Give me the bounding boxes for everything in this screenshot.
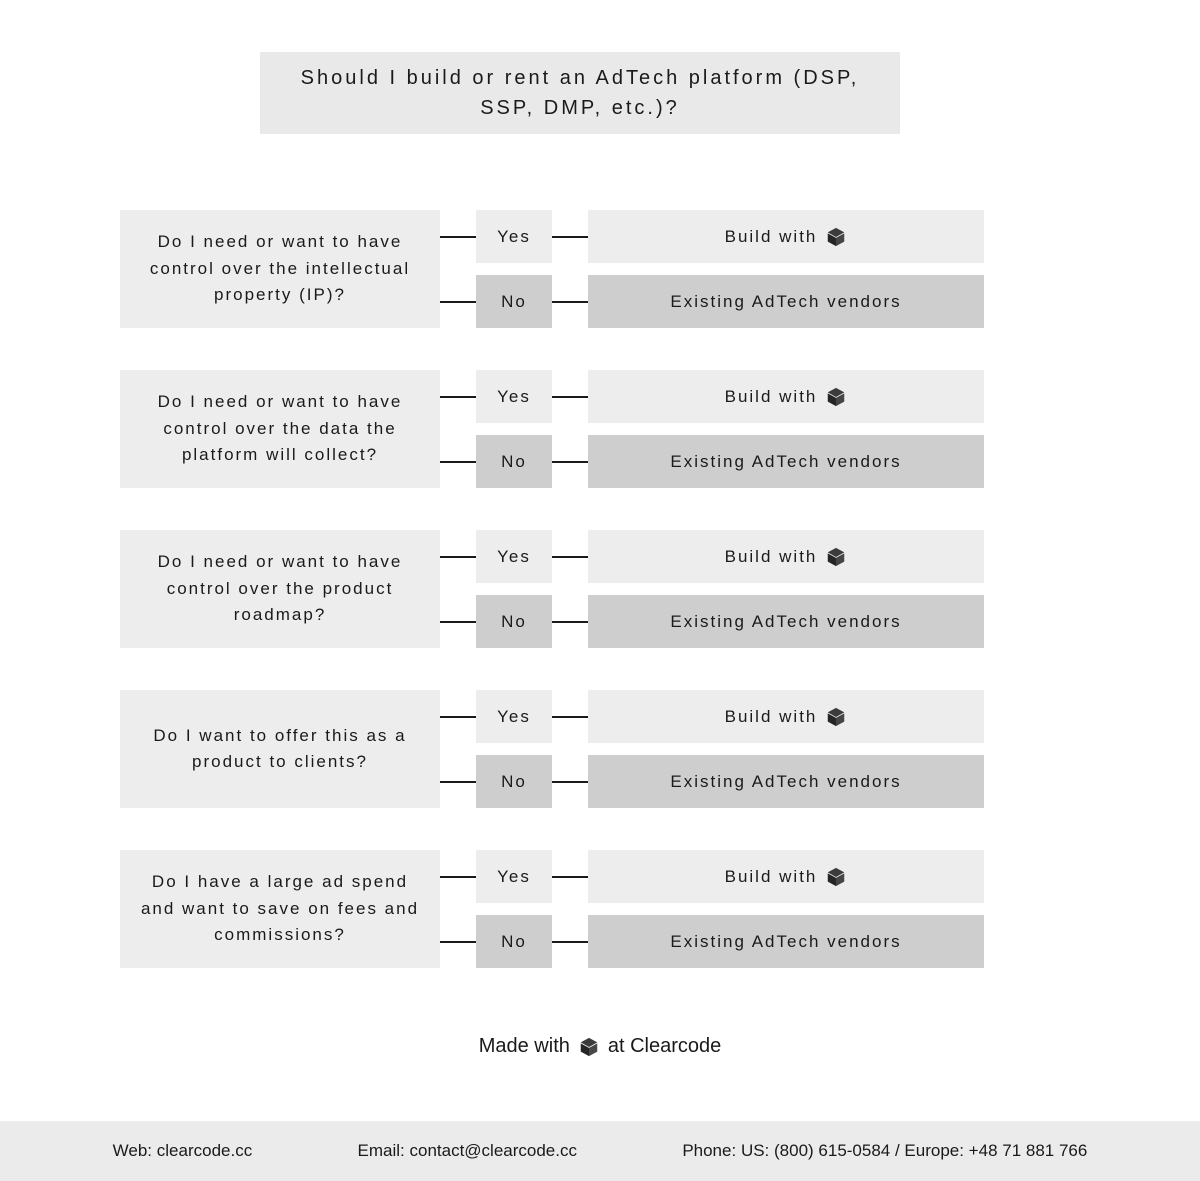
- connector-line: [440, 236, 476, 238]
- footer-web-label: Web:: [113, 1141, 152, 1160]
- connector-line: [552, 396, 588, 398]
- answer-yes-label: Yes: [497, 387, 531, 407]
- answer-no-label: No: [501, 452, 527, 472]
- question-box: Do I need or want to have control over t…: [120, 530, 440, 648]
- outcome-vendors-label: Existing AdTech vendors: [670, 612, 901, 632]
- decision-flow: Do I need or want to have control over t…: [120, 210, 1080, 1010]
- outcome-build-label: Build with: [725, 387, 818, 407]
- outcome-build-box: Build with: [588, 690, 984, 743]
- answer-no-label: No: [501, 292, 527, 312]
- decision-row: Do I need or want to have control over t…: [120, 210, 1080, 328]
- clearcode-logo-icon: [825, 706, 847, 728]
- outcome-vendors-label: Existing AdTech vendors: [670, 292, 901, 312]
- connector-line: [440, 876, 476, 878]
- footer-email: Email: contact@clearcode.cc: [358, 1141, 577, 1161]
- clearcode-logo-icon: [578, 1036, 600, 1058]
- connector-line: [440, 941, 476, 943]
- outcome-vendors-box: Existing AdTech vendors: [588, 915, 984, 968]
- connector-line: [552, 236, 588, 238]
- question-text: Do I need or want to have control over t…: [140, 549, 420, 628]
- connector-line: [440, 781, 476, 783]
- connector-line: [440, 461, 476, 463]
- answer-no-box: No: [476, 915, 552, 968]
- outcome-build-box: Build with: [588, 210, 984, 263]
- answer-yes-label: Yes: [497, 707, 531, 727]
- clearcode-logo-icon: [825, 546, 847, 568]
- footer-phone: Phone: US: (800) 615-0584 / Europe: +48 …: [682, 1141, 1087, 1161]
- question-box: Do I need or want to have control over t…: [120, 210, 440, 328]
- outcome-build-label: Build with: [725, 867, 818, 887]
- decision-row: Do I want to offer this as a product to …: [120, 690, 1080, 808]
- connector-line: [552, 876, 588, 878]
- decision-row: Do I need or want to have control over t…: [120, 530, 1080, 648]
- answer-yes-box: Yes: [476, 850, 552, 903]
- outcome-vendors-label: Existing AdTech vendors: [670, 772, 901, 792]
- clearcode-logo-icon: [825, 386, 847, 408]
- made-with-line: Made with at Clearcode: [0, 1035, 1200, 1058]
- footer-email-label: Email:: [358, 1141, 405, 1160]
- made-with-suffix: at Clearcode: [608, 1035, 721, 1058]
- connector-line: [440, 621, 476, 623]
- outcome-build-label: Build with: [725, 227, 818, 247]
- title-box: Should I build or rent an AdTech platfor…: [260, 52, 900, 134]
- question-text: Do I want to offer this as a product to …: [140, 723, 420, 776]
- answer-yes-label: Yes: [497, 867, 531, 887]
- outcome-build-label: Build with: [725, 547, 818, 567]
- answer-no-box: No: [476, 755, 552, 808]
- outcome-vendors-box: Existing AdTech vendors: [588, 755, 984, 808]
- answer-yes-label: Yes: [497, 547, 531, 567]
- outcome-vendors-box: Existing AdTech vendors: [588, 595, 984, 648]
- answer-yes-box: Yes: [476, 210, 552, 263]
- connector-line: [552, 781, 588, 783]
- question-text: Do I need or want to have control over t…: [140, 389, 420, 468]
- question-box: Do I need or want to have control over t…: [120, 370, 440, 488]
- decision-row: Do I need or want to have control over t…: [120, 370, 1080, 488]
- footer-phone-value: US: (800) 615-0584 / Europe: +48 71 881 …: [741, 1141, 1087, 1160]
- answer-no-label: No: [501, 772, 527, 792]
- answer-yes-box: Yes: [476, 530, 552, 583]
- footer: Web: clearcode.cc Email: contact@clearco…: [0, 1121, 1200, 1181]
- answer-no-label: No: [501, 932, 527, 952]
- outcome-build-box: Build with: [588, 370, 984, 423]
- outcome-build-box: Build with: [588, 850, 984, 903]
- connector-line: [552, 301, 588, 303]
- footer-web-value: clearcode.cc: [157, 1141, 252, 1160]
- made-with-prefix: Made with: [479, 1035, 570, 1058]
- outcome-build-box: Build with: [588, 530, 984, 583]
- decision-row: Do I have a large ad spend and want to s…: [120, 850, 1080, 968]
- question-box: Do I have a large ad spend and want to s…: [120, 850, 440, 968]
- outcome-vendors-box: Existing AdTech vendors: [588, 275, 984, 328]
- connector-line: [552, 461, 588, 463]
- connector-line: [552, 621, 588, 623]
- answer-yes-label: Yes: [497, 227, 531, 247]
- footer-phone-label: Phone:: [682, 1141, 736, 1160]
- answer-yes-box: Yes: [476, 370, 552, 423]
- question-box: Do I want to offer this as a product to …: [120, 690, 440, 808]
- answer-no-label: No: [501, 612, 527, 632]
- outcome-build-label: Build with: [725, 707, 818, 727]
- clearcode-logo-icon: [825, 226, 847, 248]
- connector-line: [440, 716, 476, 718]
- outcome-vendors-label: Existing AdTech vendors: [670, 452, 901, 472]
- answer-no-box: No: [476, 275, 552, 328]
- answer-no-box: No: [476, 595, 552, 648]
- footer-web: Web: clearcode.cc: [113, 1141, 253, 1161]
- question-text: Do I have a large ad spend and want to s…: [140, 869, 420, 948]
- connector-line: [552, 716, 588, 718]
- footer-email-value: contact@clearcode.cc: [409, 1141, 577, 1160]
- answer-yes-box: Yes: [476, 690, 552, 743]
- page-title: Should I build or rent an AdTech platfor…: [280, 63, 880, 123]
- outcome-vendors-box: Existing AdTech vendors: [588, 435, 984, 488]
- answer-no-box: No: [476, 435, 552, 488]
- question-text: Do I need or want to have control over t…: [140, 229, 420, 308]
- connector-line: [440, 556, 476, 558]
- connector-line: [552, 941, 588, 943]
- connector-line: [440, 396, 476, 398]
- connector-line: [552, 556, 588, 558]
- connector-line: [440, 301, 476, 303]
- outcome-vendors-label: Existing AdTech vendors: [670, 932, 901, 952]
- clearcode-logo-icon: [825, 866, 847, 888]
